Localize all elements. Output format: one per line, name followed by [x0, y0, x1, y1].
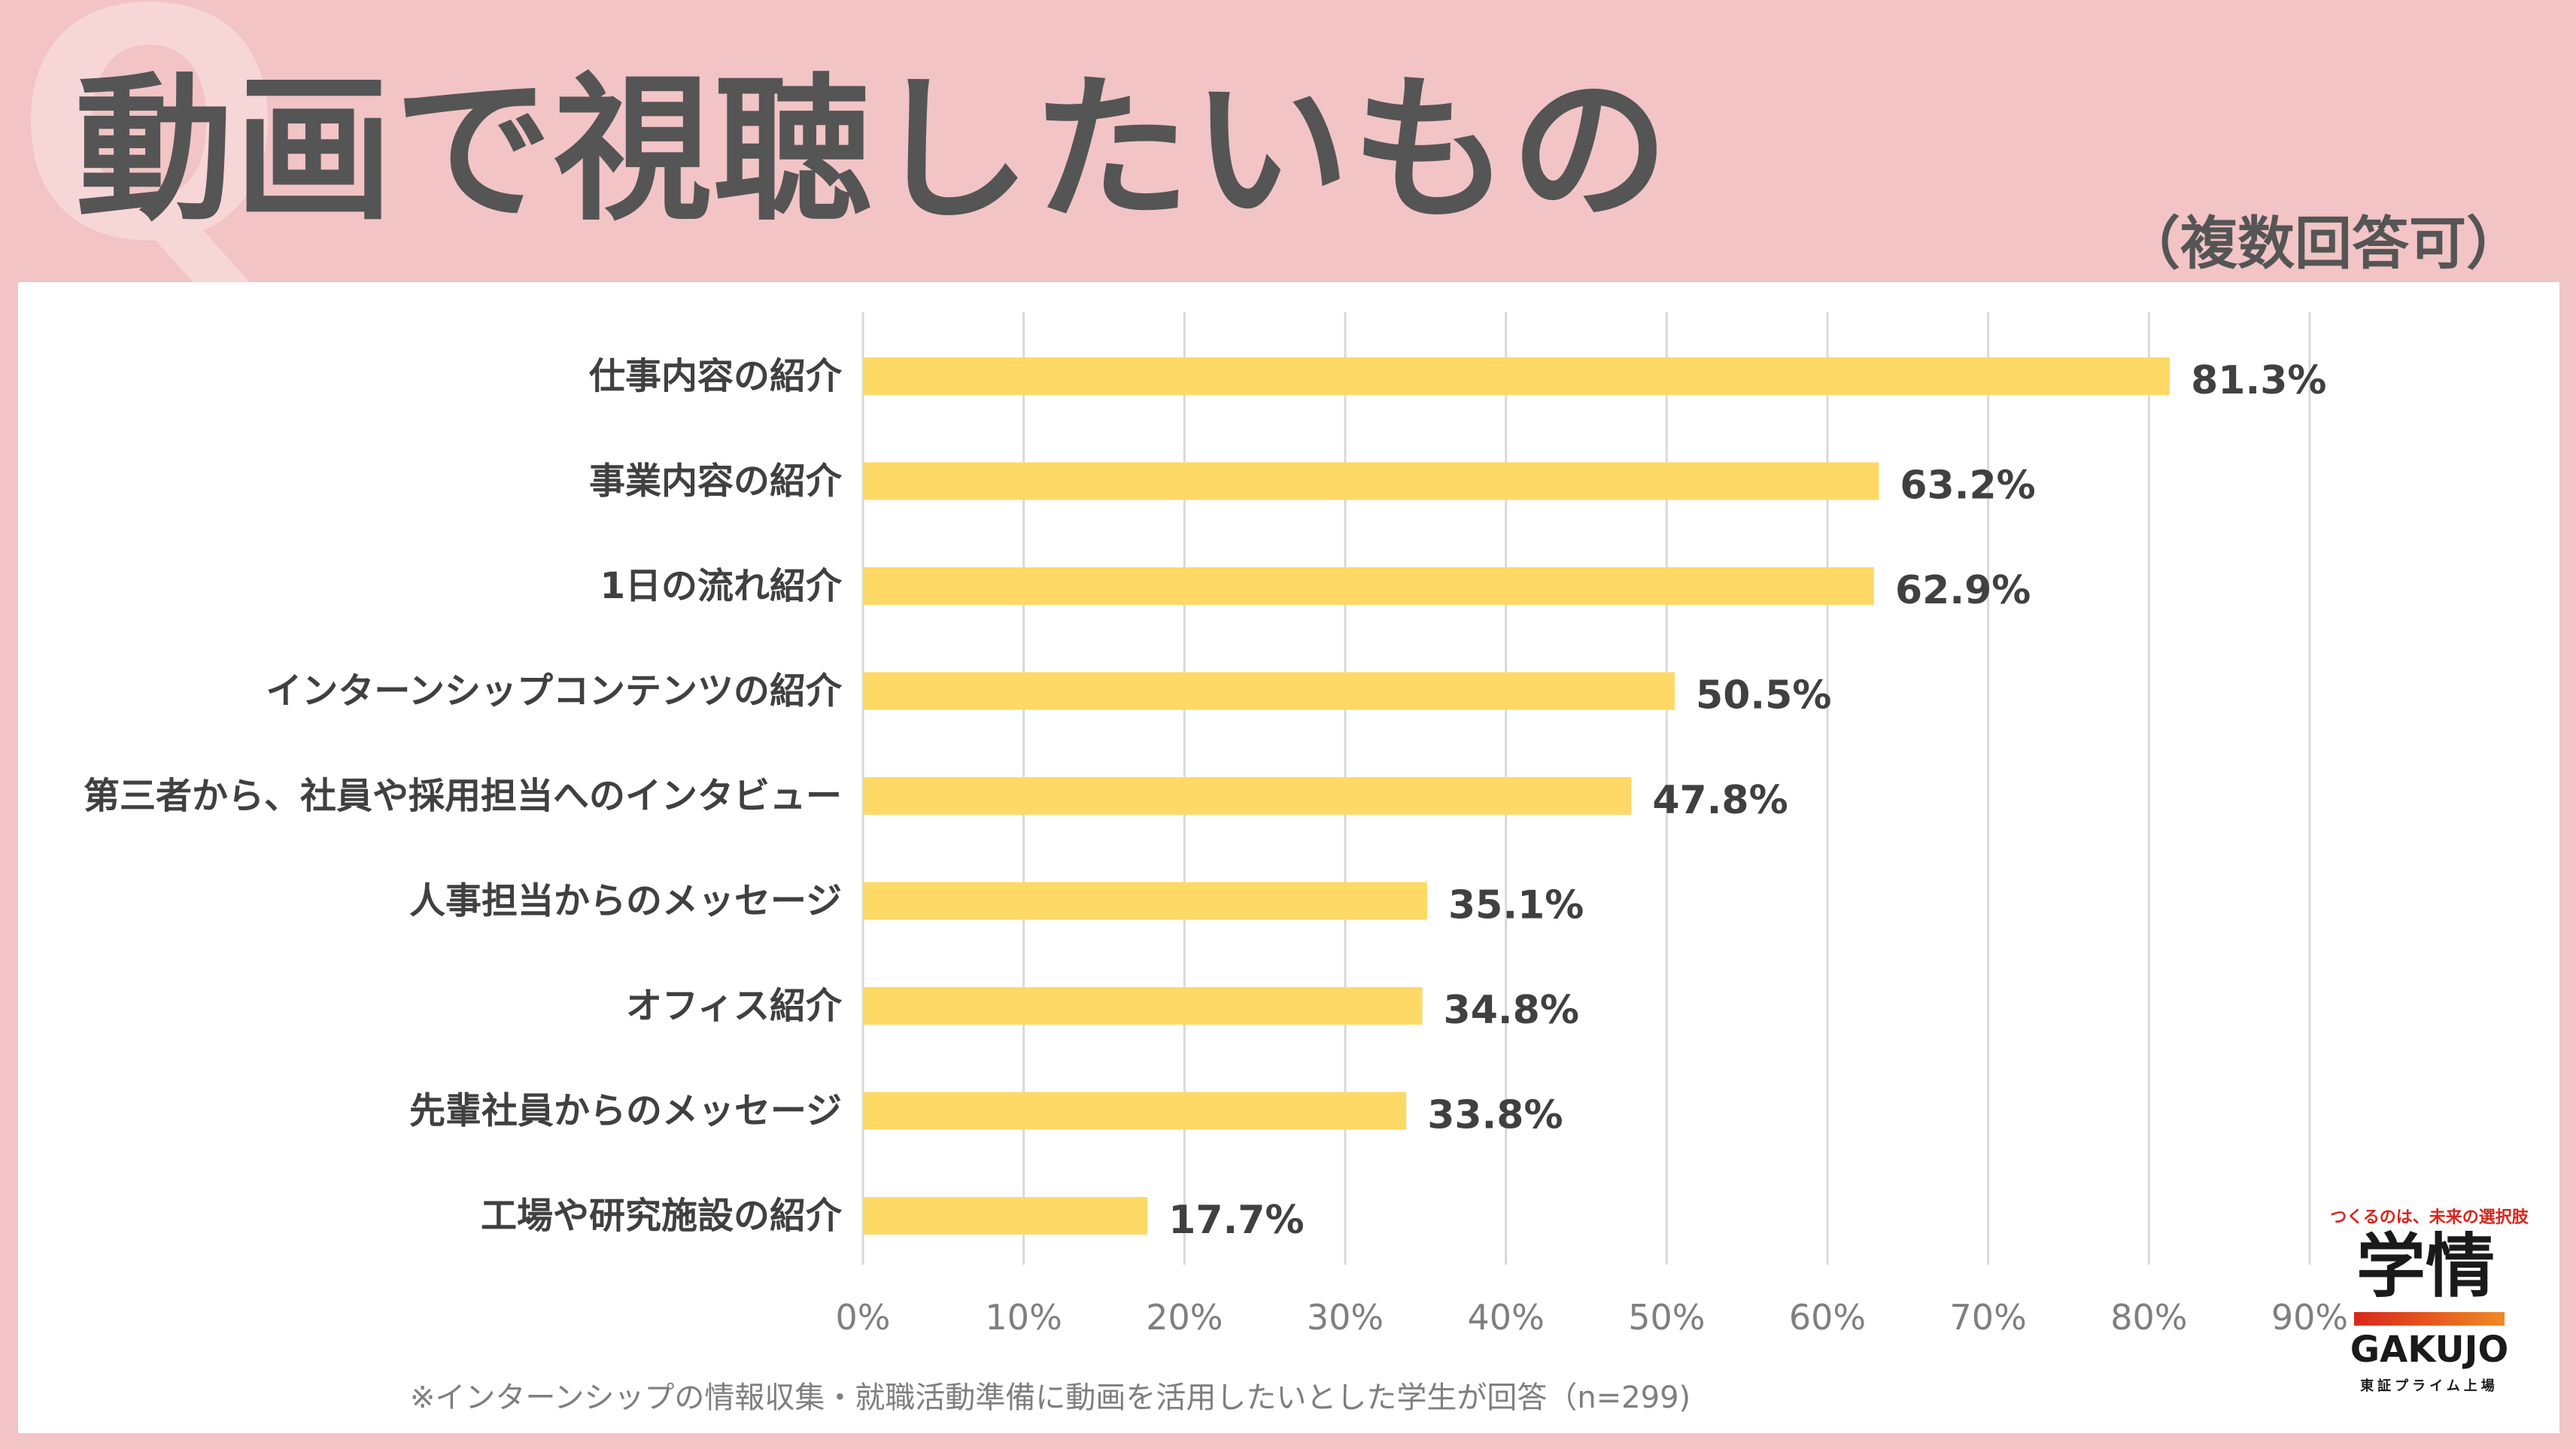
logo-mark: 学情 [2356, 1226, 2495, 1307]
x-tick-label-60: 60% [1789, 1297, 1866, 1338]
bar-6 [863, 987, 1423, 1025]
bar-5 [863, 882, 1427, 920]
x-tick-label-30: 30% [1307, 1297, 1384, 1338]
data-label-0: 81.3% [2191, 358, 2326, 403]
data-label-3: 50.5% [1696, 673, 1831, 718]
data-label-7: 33.8% [1427, 1093, 1563, 1138]
x-tick-label-10: 10% [986, 1297, 1062, 1338]
logo-tagline: つくるのは、未来の選択肢 [2330, 1208, 2529, 1227]
x-tick-label-70: 70% [1950, 1297, 2027, 1338]
gakujo-logo: つくるのは、未来の選択肢 学情 GAKUJO 東証プライム上場 [2328, 1204, 2529, 1407]
labels: 0% 10% 20% 30% 40% 50% 60% 70% 80% 90% 仕事内容の紹介 81.3… [84, 355, 2348, 1338]
logo-sub: 東証プライム上場 [2360, 1378, 2499, 1394]
data-label-1: 63.2% [1900, 463, 2035, 509]
category-label-2: 1日の流れ紹介 [600, 565, 843, 607]
bar-1 [863, 462, 1879, 500]
logo-gradient-bar [2354, 1312, 2505, 1326]
category-label-8: 工場や研究施設の紹介 [481, 1195, 843, 1237]
category-label-5: 人事担当からのメッセージ [409, 880, 842, 922]
x-tick-label-80: 80% [2110, 1297, 2187, 1338]
x-tick-label-50: 50% [1628, 1297, 1705, 1338]
bar-3 [863, 672, 1675, 710]
x-tick-label-40: 40% [1468, 1297, 1545, 1338]
x-tick-label-90: 90% [2271, 1297, 2348, 1338]
bar-8 [863, 1197, 1148, 1235]
x-tick-label-0: 0% [836, 1297, 891, 1338]
chart-panel: 0% 10% 20% 30% 40% 50% 60% 70% 80% 90% 仕事内容の紹介 81.3… [18, 282, 2559, 1433]
category-label-1: 事業内容の紹介 [589, 460, 843, 503]
x-tick-label-20: 20% [1146, 1297, 1223, 1338]
chart-footnote: ※インターンシップの情報収集・就職活動準備に動画を活用したいとした学生が回答（n… [409, 1381, 1691, 1415]
category-label-3: インターンシップコンテンツの紹介 [266, 670, 843, 712]
data-label-5: 35.1% [1448, 883, 1584, 928]
page-subtitle: （複数回答可） [2123, 210, 2523, 277]
bars [863, 357, 2170, 1235]
page-title: 動画で視聴したいもの [75, 58, 1671, 242]
data-label-2: 62.9% [1895, 568, 2031, 613]
category-label-6: オフィス紹介 [626, 985, 843, 1027]
data-label-8: 17.7% [1168, 1198, 1304, 1243]
category-label-0: 仕事内容の紹介 [589, 355, 843, 397]
data-label-4: 47.8% [1652, 778, 1788, 823]
bar-chart: 0% 10% 20% 30% 40% 50% 60% 70% 80% 90% 仕事内容の紹介 81.3… [84, 312, 2348, 1338]
category-label-7: 先輩社員からのメッセージ [409, 1090, 842, 1132]
category-label-4: 第三者から、社員や採用担当へのインタビュー [84, 775, 842, 817]
bar-4 [863, 777, 1632, 815]
bar-0 [863, 357, 2170, 395]
decorative-q-mark: Q [15, 0, 284, 311]
bar-2 [863, 567, 1874, 605]
bar-7 [863, 1092, 1407, 1130]
data-label-6: 34.8% [1444, 988, 1579, 1033]
logo-name-en: GAKUJO [2350, 1329, 2509, 1371]
